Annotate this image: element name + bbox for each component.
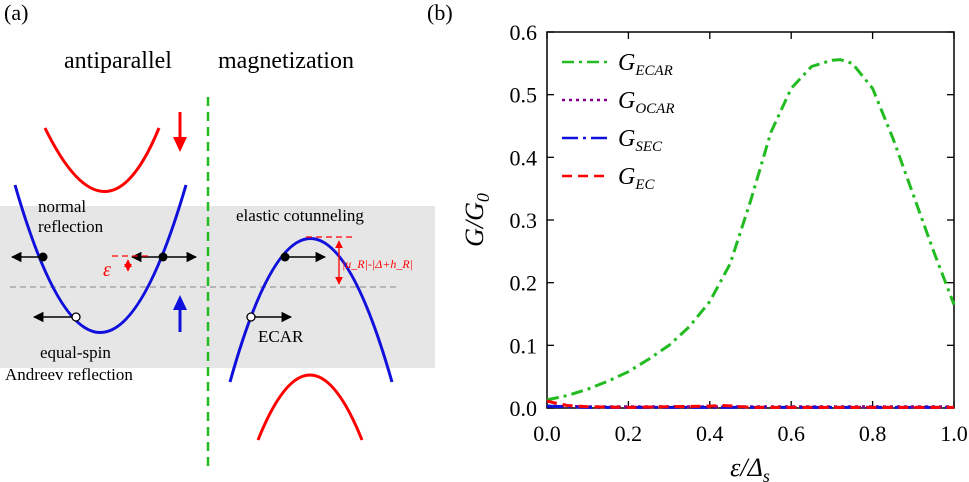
x-axis-label: ε/Δs [730, 453, 770, 482]
spin-down-arrow-head [173, 137, 187, 152]
legend-label: GEC [618, 164, 656, 193]
spin-up-arrow-head [173, 295, 187, 310]
plot-frame [546, 31, 955, 409]
ecar-label: ECAR [258, 327, 304, 346]
left-electron-dot [38, 252, 48, 262]
normal-reflection-line1: normal [38, 197, 86, 216]
x-tick-label: 0.4 [696, 421, 724, 446]
gap-label: |u_R|-|Δ+h_R| [342, 257, 413, 271]
right-electron-dot [158, 252, 168, 262]
x-tick-label: 0.6 [777, 421, 805, 446]
legend-label: GECAR [618, 50, 673, 79]
normal-reflection-line2: reflection [38, 217, 104, 236]
elastic-cotunneling-label: elastic cotunneling [236, 206, 364, 225]
y-tick-label: 0.1 [510, 333, 538, 358]
legend: GECAR GOCAR GSEC GEC [562, 50, 675, 193]
legend-label: GSEC [618, 126, 663, 155]
equal-spin-line1: equal-spin [40, 343, 111, 362]
title-magnetization: magnetization [218, 48, 354, 74]
series-line-g-ec [546, 399, 954, 409]
legend-label: GOCAR [618, 88, 675, 117]
panel-a: (a) antiparallel magnetization normal re… [0, 0, 435, 472]
y-tick-label: 0.5 [510, 83, 538, 108]
series-line-g-ecar [546, 58, 956, 402]
epsilon-label: ε [103, 259, 111, 281]
y-tick-label: 0.2 [510, 271, 538, 296]
x-tick-label: 0.0 [533, 421, 561, 446]
title-antiparallel: antiparallel [64, 48, 172, 74]
x-tick-label: 1.0 [940, 421, 968, 446]
x-tick-label: 0.2 [615, 421, 643, 446]
axis-ticks: 0.0 0.2 0.4 0.6 0.8 1.0 0.0 0.1 0.2 0.3 0.4 0.5 0.6 [510, 20, 968, 446]
right-red-band [256, 373, 364, 441]
ecar-hole-dot [246, 312, 256, 322]
panel-b: (b) 0.0 0.2 0.4 0.6 0.8 1.0 0.0 0.1 0.2 0.3 0.4 0.5… [427, 0, 968, 482]
x-tick-label: 0.8 [859, 421, 887, 446]
y-tick-label: 0.3 [510, 208, 538, 233]
cotunnel-electron-dot [280, 252, 290, 262]
y-axis-label: G/G0 [460, 193, 493, 247]
equal-spin-line2: Andreev reflection [5, 365, 133, 384]
y-tick-label: 0.6 [510, 20, 538, 45]
left-red-band [43, 127, 161, 193]
y-tick-label: 0.0 [510, 396, 538, 421]
panel-a-label: (a) [4, 0, 28, 25]
panel-b-label: (b) [427, 0, 453, 25]
hole-dot [71, 312, 81, 322]
series-layer [546, 58, 956, 409]
y-tick-label: 0.4 [510, 145, 538, 170]
